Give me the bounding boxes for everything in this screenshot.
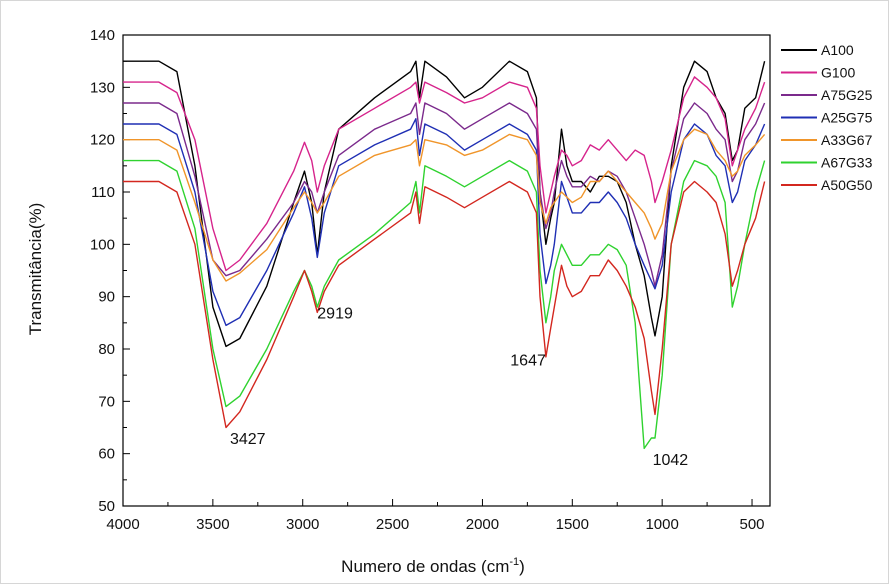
legend-label-a67g33: A67G33 <box>821 155 873 171</box>
legend-label-a100: A100 <box>821 42 854 58</box>
legend-label-a25g75: A25G75 <box>821 110 873 126</box>
x-tick-label: 3500 <box>196 516 229 533</box>
peak-label-1647: 1647 <box>510 352 546 369</box>
x-tick-label: 4000 <box>106 516 139 533</box>
axes: 50 60 70 80 90 100 110 120 130 140 4000 3500 3000 250… <box>90 27 771 533</box>
x-tick-label: 1000 <box>645 516 678 533</box>
x-axis-label-close: ) <box>519 557 525 576</box>
peak-label-2919: 2919 <box>317 305 353 322</box>
series-layer <box>123 60 766 450</box>
y-tick-label: 70 <box>98 393 115 410</box>
series-line-a100 <box>123 60 766 348</box>
x-axis-label: Numero de ondas (cm-1) <box>341 556 525 576</box>
x-tick-label: 2500 <box>376 516 409 533</box>
x-tick-label: 500 <box>740 516 765 533</box>
series-line-a50g50 <box>123 180 766 429</box>
y-tick-label: 120 <box>90 132 115 149</box>
x-tick-label: 1500 <box>556 516 589 533</box>
y-tick-label: 130 <box>90 79 115 96</box>
y-tick-label: 100 <box>90 236 115 253</box>
y-tick-label: 60 <box>98 446 115 463</box>
x-tick-label: 2000 <box>466 516 499 533</box>
legend-label-a50g50: A50G50 <box>821 177 873 193</box>
x-tick-label: 3000 <box>286 516 319 533</box>
y-tick-label: 50 <box>98 498 115 515</box>
y-tick-label: 140 <box>90 27 115 44</box>
legend-label-g100: G100 <box>821 65 855 81</box>
y-tick-label: 110 <box>91 184 115 201</box>
legend-label-a33g67: A33G67 <box>821 132 873 148</box>
series-line-a33g67 <box>123 128 766 282</box>
annotations: 3427 2919 1647 1042 <box>230 305 688 469</box>
series-line-g100 <box>123 76 766 272</box>
legend-label-a75g25: A75G25 <box>821 87 873 103</box>
x-axis-label-main: Numero de ondas (cm <box>341 557 509 576</box>
series-line-a75g25 <box>123 102 766 287</box>
y-tick-label: 90 <box>98 289 115 306</box>
legend: A100 G100 A75G25 A25G75 A33G67 A67G33 A50G50 <box>781 42 873 193</box>
y-tick-label: 80 <box>98 341 115 358</box>
y-axis-label: Transmitância(%) <box>26 203 45 336</box>
peak-label-1042: 1042 <box>653 452 689 469</box>
x-axis-label-sup: -1 <box>509 556 519 568</box>
peak-label-3427: 3427 <box>230 431 266 448</box>
